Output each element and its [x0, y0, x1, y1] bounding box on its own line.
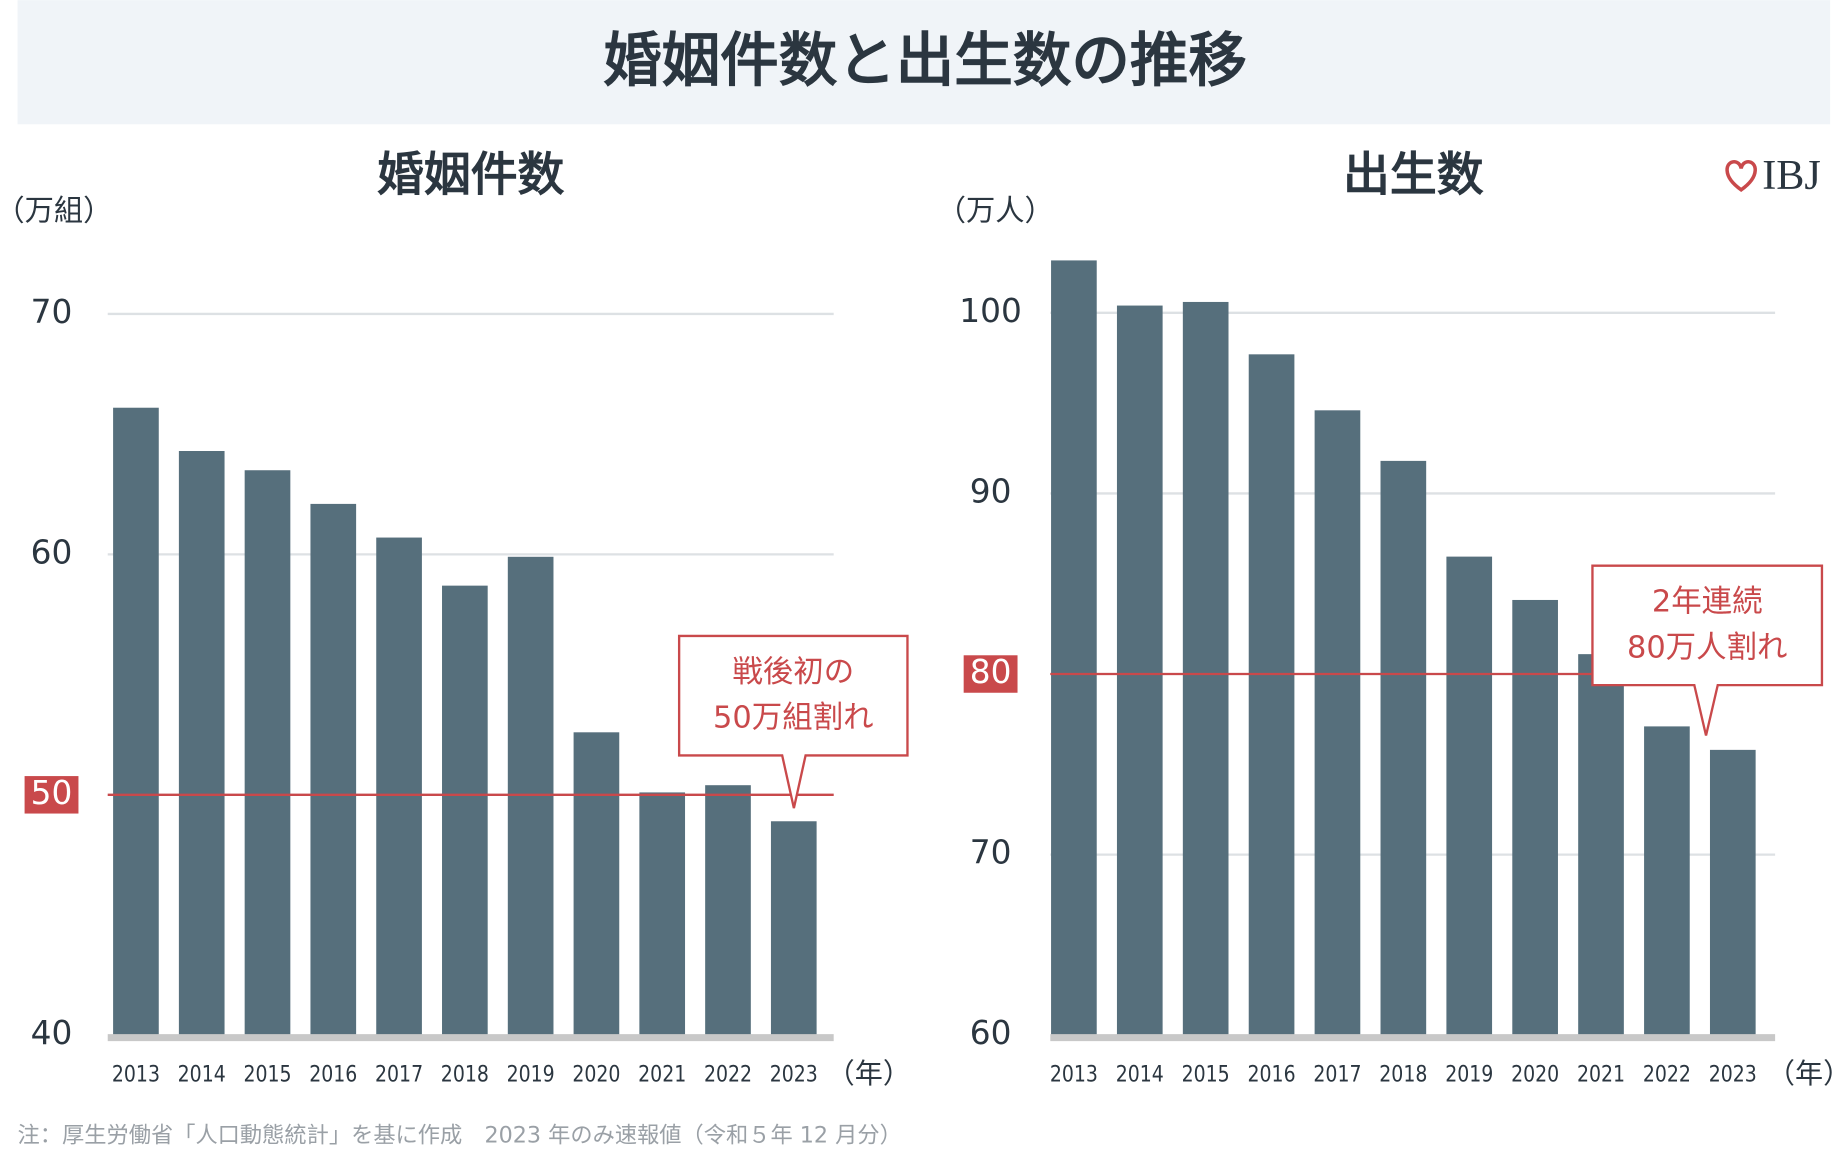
annotation-text: 50万組割れ: [713, 701, 873, 736]
chart-title: 出生数: [1343, 149, 1484, 203]
bar: [1051, 260, 1097, 1036]
bar: [1116, 305, 1163, 1036]
x-tick-label: 2023: [1709, 1061, 1757, 1087]
x-tick-label: 2016: [309, 1061, 357, 1087]
bar: [442, 585, 488, 1036]
bar: [310, 503, 357, 1036]
annotation-text: 2年連続: [1652, 585, 1763, 620]
y-axis-label: （万組）: [0, 194, 112, 228]
chart-title: 婚姻件数: [377, 149, 564, 203]
bar: [113, 407, 159, 1036]
x-tick-label: 2022: [704, 1061, 752, 1087]
bar: [1248, 354, 1295, 1036]
annotation-text: 80万人割れ: [1627, 630, 1787, 665]
y-tick-label: 70: [31, 293, 73, 331]
x-axis-label: （年）: [827, 1057, 911, 1090]
x-tick-label: 2023: [770, 1061, 818, 1087]
x-tick-label: 2017: [1313, 1061, 1361, 1087]
x-tick-label: 2022: [1643, 1061, 1691, 1087]
x-tick-label: 2013: [1050, 1061, 1098, 1087]
y-tick-label: 50: [31, 774, 73, 812]
y-tick-label: 60: [970, 1014, 1012, 1052]
annotation-box: [677, 634, 909, 809]
bar: [770, 821, 817, 1036]
y-tick-label: 90: [970, 472, 1012, 510]
x-tick-label: 2021: [1577, 1061, 1625, 1087]
annotation-text: 戦後初の: [732, 655, 854, 690]
logo: IBJ: [1762, 152, 1821, 199]
bar: [507, 556, 554, 1036]
x-tick-label: 2016: [1248, 1061, 1296, 1087]
x-tick-label: 2021: [638, 1061, 686, 1087]
y-tick-label: 70: [970, 834, 1012, 872]
x-tick-label: 2015: [1182, 1061, 1230, 1087]
bar: [705, 785, 751, 1036]
x-tick-label: 2014: [1116, 1061, 1164, 1087]
x-tick-label: 2020: [1511, 1061, 1559, 1087]
x-tick-label: 2018: [441, 1061, 489, 1087]
y-tick-label: 80: [970, 653, 1012, 691]
bar: [639, 792, 686, 1036]
x-tick-label: 2018: [1379, 1061, 1427, 1087]
x-tick-label: 2017: [375, 1061, 423, 1087]
bar: [1446, 556, 1493, 1036]
x-tick-label: 2020: [572, 1061, 620, 1087]
bar: [1380, 460, 1427, 1036]
x-tick-label: 2019: [507, 1061, 555, 1087]
bar: [178, 451, 225, 1036]
footnote: 注：厚生労働省「人口動態統計」を基に作成 2023 年のみ速報値（令和５年 12…: [18, 1122, 902, 1148]
y-tick-label: 60: [31, 533, 73, 571]
x-tick-label: 2015: [243, 1061, 291, 1087]
bar: [1314, 410, 1361, 1036]
bar: [1578, 654, 1624, 1036]
tick-highlight: [24, 776, 79, 814]
bar: [573, 732, 620, 1036]
annotation-box: [1591, 564, 1824, 736]
bar: [1644, 726, 1690, 1036]
bar: [1709, 749, 1756, 1036]
tick-highlight: [963, 655, 1018, 693]
x-tick-label: 2013: [112, 1061, 160, 1087]
y-tick-label: 100: [959, 292, 1022, 330]
bar: [376, 537, 422, 1036]
page-title: 婚姻件数と出生数の推移: [603, 27, 1247, 95]
bar: [1512, 599, 1558, 1036]
y-axis-label: （万人）: [937, 194, 1054, 228]
bar: [1182, 301, 1229, 1036]
logo-heart: [1725, 159, 1757, 192]
bar: [244, 470, 291, 1036]
x-tick-label: 2019: [1445, 1061, 1493, 1087]
x-axis-label: （年）: [1767, 1057, 1836, 1090]
x-tick-label: 2014: [178, 1061, 226, 1087]
y-tick-label: 40: [31, 1014, 73, 1052]
title-banner: [17, 0, 1831, 125]
